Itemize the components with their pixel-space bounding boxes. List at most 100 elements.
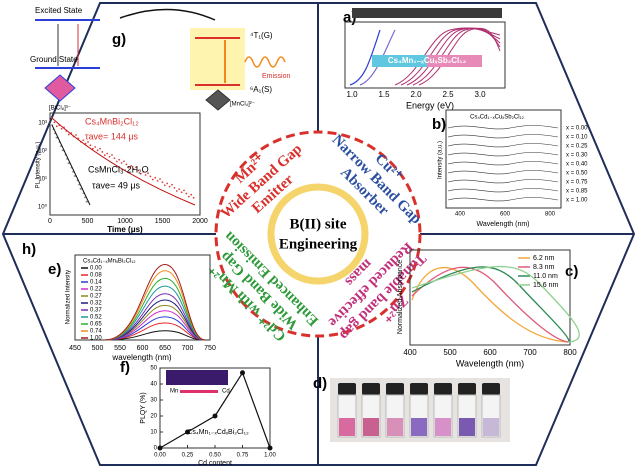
plot-frame <box>74 254 211 341</box>
emission-label: Emission <box>262 73 291 80</box>
vial-liquid <box>435 418 451 436</box>
compound-label: CsMnCl₃·2H₂O <box>88 164 149 174</box>
panel-label: h) <box>22 241 36 258</box>
decay-point <box>190 193 193 196</box>
y-tick-label: 10¹ <box>38 177 47 183</box>
curve <box>104 322 206 341</box>
formula: Cs₄Mn₁₋ₓCdₓBi₂Cl₁₂ <box>187 429 249 436</box>
vial-cap <box>434 383 452 395</box>
decay-point <box>156 179 159 182</box>
decay-point <box>96 149 99 152</box>
x-tick-label: 500 <box>443 348 457 357</box>
curve <box>447 179 559 184</box>
legend-entry: x = 0.40 <box>566 162 588 168</box>
decay-point <box>154 176 157 179</box>
decay-point <box>103 154 106 157</box>
y-tick-label: 10³ <box>38 121 47 127</box>
legend-entry: 0.52 <box>90 315 102 321</box>
y-tick-label: 20 <box>150 414 157 420</box>
curve <box>51 124 91 206</box>
y-tick-label: 10 <box>150 430 157 436</box>
legend-entry: 0.22 <box>90 287 102 293</box>
decay-point <box>135 166 137 169</box>
point <box>185 429 190 435</box>
decay-point <box>147 172 149 175</box>
decay-point <box>79 187 82 190</box>
decay-point <box>111 154 113 156</box>
x-tick-label: 750 <box>204 345 216 352</box>
curve <box>447 197 559 202</box>
x-tick-label: 800 <box>563 348 577 357</box>
panel-label: f) <box>120 359 130 376</box>
decay-point <box>67 162 70 165</box>
legend-entry: x = 1.00 <box>566 198 588 204</box>
x-tick-label: 3.0 <box>474 90 486 99</box>
plot-frame <box>409 249 571 346</box>
vial-liquid <box>459 418 475 436</box>
state-label: Excited State <box>35 6 83 15</box>
x-tick-label: 700 <box>523 348 537 357</box>
vial-cap <box>338 383 356 395</box>
level-label: ⁴T₁(G) <box>250 31 273 40</box>
panel-label: g) <box>112 31 126 48</box>
y-tick-label: 30 <box>150 398 157 404</box>
curve <box>104 277 206 341</box>
plot-title: Cs₄Cd₁₋ₓCuₓSb₂Cl₁₂ <box>470 115 525 121</box>
x-axis-label: Wavelength (nm) <box>456 358 524 368</box>
y-tick-label: 10² <box>38 149 47 155</box>
x-tick-label: 1.0 <box>346 90 358 99</box>
curve <box>447 188 559 193</box>
curve <box>349 29 381 86</box>
y-tick-label: 0 <box>154 446 158 452</box>
decay-point <box>84 142 87 145</box>
legend-entry: 0.00 <box>90 266 102 272</box>
decay-point <box>67 133 70 136</box>
curve <box>104 310 206 341</box>
decay-point <box>123 160 125 163</box>
panel-label: e) <box>48 261 61 278</box>
decay-point <box>61 149 64 152</box>
wave <box>244 56 286 68</box>
point <box>267 445 273 451</box>
curve <box>104 330 206 341</box>
plot-frame <box>445 109 562 209</box>
point <box>212 413 218 419</box>
decay-point <box>87 141 89 143</box>
crystal <box>44 74 76 102</box>
plot-title: Cs₄Cd₁₋ₓMnₓBi₂Cl₁₂ <box>83 259 136 265</box>
compound-label: Cs₄MnBi₂Cl₁₂ <box>85 116 139 126</box>
legend-entry: x = 0.25 <box>566 144 588 150</box>
decay-point <box>91 147 94 150</box>
legend-entry: 0.65 <box>90 322 102 328</box>
x-tick-label: 550 <box>114 345 126 352</box>
decay-point <box>75 134 77 136</box>
curve <box>104 316 206 341</box>
curve <box>412 27 501 86</box>
point <box>157 445 163 451</box>
decay-point <box>171 183 173 186</box>
band <box>372 55 427 67</box>
decay-point <box>137 169 140 172</box>
legend-entry: 0.14 <box>90 280 102 286</box>
decay-point <box>125 163 128 166</box>
decay-point <box>159 178 161 180</box>
decay-point <box>161 181 164 184</box>
decay-point <box>180 191 183 194</box>
curve <box>411 267 569 343</box>
photo-inset <box>166 370 228 385</box>
x-axis-label: Energy (eV) <box>406 100 454 110</box>
panel-label: c) <box>565 263 578 280</box>
x-tick-label: 500 <box>92 345 104 352</box>
decay-point <box>132 168 135 170</box>
decay-point <box>101 151 104 153</box>
y-tick-label: 10⁰ <box>38 204 48 211</box>
x-tick-label: 500 <box>82 218 94 225</box>
x-tick-label: 450 <box>69 345 81 352</box>
decay-point <box>173 186 176 189</box>
lifetime-label: τave= 49 μs <box>92 180 141 190</box>
decay-point <box>113 157 116 160</box>
decay-point <box>175 190 178 192</box>
curve <box>104 264 206 341</box>
x-tick-label: 400 <box>403 348 417 357</box>
x-tick-label: 600 <box>483 348 497 357</box>
